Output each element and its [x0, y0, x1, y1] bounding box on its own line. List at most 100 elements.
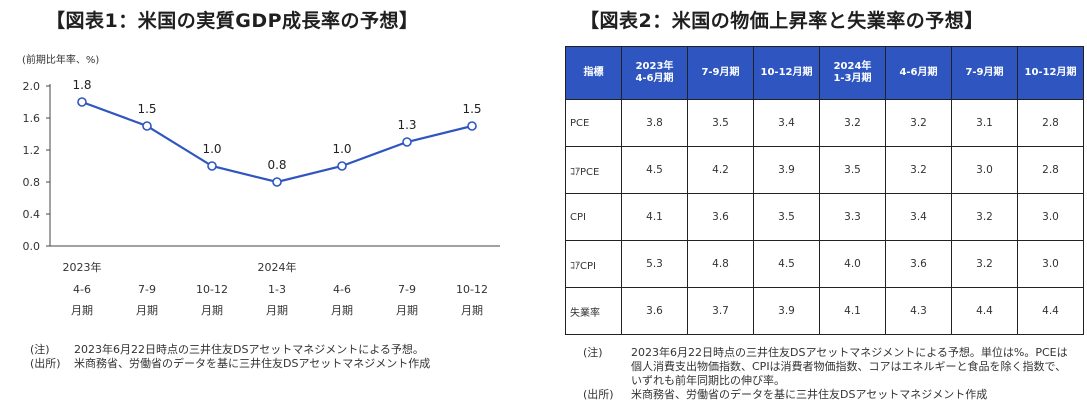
chart1-note-text: 2023年6月22日時点の三井住友DSアセットマネジメントによる予想。	[74, 343, 424, 356]
table-cell: 4.8	[687, 240, 754, 288]
table-row-label: ｺｱPCE	[565, 146, 622, 194]
chart2-note-text: 2023年6月22日時点の三井住友DSアセットマネジメントによる予想。単位は%。…	[631, 346, 1068, 387]
chart2-source-tag: (出所)	[583, 388, 614, 401]
x-tick-unit: 月期	[136, 304, 158, 317]
data-point	[207, 161, 217, 171]
x-year-label: 2024年	[258, 260, 297, 274]
data-label: 1.5	[462, 102, 481, 116]
x-tick-label: 7-9	[138, 283, 156, 296]
table-row: 失業率 3.6 3.7 3.9 4.1 4.3 4.4 4.4	[565, 287, 1084, 335]
table-cell: 3.5	[753, 193, 820, 241]
data-point	[142, 121, 152, 131]
table-row-label: CPI	[565, 193, 622, 241]
table-cell: 3.0	[1017, 193, 1084, 241]
table-cell: 3.6	[621, 287, 688, 335]
table-cell: 3.7	[687, 287, 754, 335]
table-cell: 3.9	[753, 146, 820, 194]
x-tick-label: 1-3	[268, 283, 286, 296]
table-cell: 3.2	[885, 99, 952, 147]
chart1-title: 【図表1：米国の実質GDP成長率の予想】	[46, 10, 419, 32]
table-row: ｺｱCPI 5.3 4.8 4.5 4.0 3.6 3.2 3.0	[565, 240, 1084, 288]
table-cell: 4.5	[753, 240, 820, 288]
table-column-header: 10-12月期	[1017, 46, 1084, 100]
table-cell: 2.8	[1017, 146, 1084, 194]
table-header-row: 指標 2023年 4-6月期 7-9月期 10-12月期 2024年 1-3月期 4-6月…	[565, 46, 1084, 100]
table-cell: 4.4	[951, 287, 1018, 335]
x-tick-label: 4-6	[333, 283, 351, 296]
table-column-header: 7-9月期	[687, 46, 754, 100]
table-cell: 3.2	[885, 146, 952, 194]
data-label: 1.8	[72, 78, 91, 92]
table-row-label: 失業率	[565, 287, 622, 335]
table-cell: 3.5	[819, 146, 886, 194]
data-label: 0.8	[267, 158, 286, 172]
table-row: PCE 3.8 3.5 3.4 3.2 3.2 3.1 2.8	[565, 99, 1084, 147]
data-label: 1.5	[137, 102, 156, 116]
table-cell: 5.3	[621, 240, 688, 288]
table-cell: 3.6	[885, 240, 952, 288]
data-label: 1.0	[332, 142, 351, 156]
table-cell: 3.5	[687, 99, 754, 147]
table-cell: 3.2	[951, 193, 1018, 241]
y-tick-label: 0.4	[23, 208, 41, 221]
data-point	[467, 121, 477, 131]
table-cell: 3.3	[819, 193, 886, 241]
x-tick-unit: 月期	[266, 304, 288, 317]
table-cell: 4.4	[1017, 287, 1084, 335]
chart1-note-tag: (注)	[30, 343, 50, 356]
table-column-header: 2023年 4-6月期	[621, 46, 688, 100]
table-cell: 3.9	[753, 287, 820, 335]
y-tick-label: 2.0	[23, 80, 41, 93]
table-column-header: 10-12月期	[753, 46, 820, 100]
inflation-unemployment-table: 指標 2023年 4-6月期 7-9月期 10-12月期 2024年 1-3月期 4-6月…	[565, 46, 1084, 335]
x-tick-label: 4-6	[73, 283, 91, 296]
table-cell: 4.1	[819, 287, 886, 335]
x-tick-label: 7-9	[398, 283, 416, 296]
chart2-title: 【図表2：米国の物価上昇率と失業率の予想】	[580, 10, 984, 32]
data-point	[337, 161, 347, 171]
data-point	[402, 137, 412, 147]
chart2-notes: (注) 2023年6月22日時点の三井住友DSアセットマネジメントによる予想。単…	[583, 346, 1073, 402]
data-label: 1.3	[397, 118, 416, 132]
table-cell: 3.6	[687, 193, 754, 241]
table-cell: 3.0	[951, 146, 1018, 194]
table-cell: 3.0	[1017, 240, 1084, 288]
table-cell: 3.2	[951, 240, 1018, 288]
data-label: 1.0	[202, 142, 221, 156]
table-cell: 3.8	[621, 99, 688, 147]
table-cell: 4.0	[819, 240, 886, 288]
chart1-source-text: 米商務省、労働省のデータを基に三井住友DSアセットマネジメント作成	[74, 357, 431, 370]
gdp-line-chart: (前期比年率、%) 0.0 0.4 0.8 1.2 1.6 2.0 2023年 4-6 月期 7-9…	[22, 53, 500, 317]
x-tick-unit: 月期	[331, 304, 353, 317]
x-tick-unit: 月期	[71, 304, 93, 317]
table-cell: 4.5	[621, 146, 688, 194]
y-tick-label: 1.6	[23, 112, 41, 125]
chart1-source-tag: (出所)	[30, 357, 61, 370]
x-tick-label: 10-12	[456, 283, 488, 296]
x-tick-unit: 月期	[201, 304, 223, 317]
table-column-header: 指標	[565, 46, 622, 100]
table-column-header: 4-6月期	[885, 46, 952, 100]
table-cell: 4.1	[621, 193, 688, 241]
table-cell: 4.3	[885, 287, 952, 335]
x-tick-unit: 月期	[396, 304, 418, 317]
table-cell: 3.4	[753, 99, 820, 147]
chart2-note-tag: (注)	[583, 346, 603, 359]
table-row-label: PCE	[565, 99, 622, 147]
table-cell: 3.4	[885, 193, 952, 241]
x-year-label: 2023年	[63, 260, 102, 274]
y-tick-label: 1.2	[23, 144, 41, 157]
table-row: ｺｱPCE 4.5 4.2 3.9 3.5 3.2 3.0 2.8	[565, 146, 1084, 194]
table-cell: 4.2	[687, 146, 754, 194]
table-cell: 3.2	[819, 99, 886, 147]
table-cell: 2.8	[1017, 99, 1084, 147]
x-tick-unit: 月期	[461, 304, 483, 317]
x-tick-label: 10-12	[196, 283, 228, 296]
data-point	[272, 177, 282, 187]
table-column-header: 2024年 1-3月期	[819, 46, 886, 100]
y-tick-label: 0.8	[23, 176, 41, 189]
table-cell: 3.1	[951, 99, 1018, 147]
data-point	[77, 97, 87, 107]
y-tick-label: 0.0	[23, 240, 41, 253]
chart1-note: (注) 2023年6月22日時点の三井住友DSアセットマネジメントによる予想。	[30, 343, 424, 357]
